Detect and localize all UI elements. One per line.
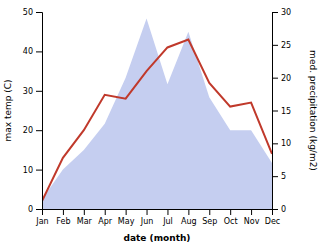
tick-label: Sep (202, 217, 217, 226)
tick-label: 30 (281, 8, 291, 17)
tick-label: Dec (265, 217, 280, 226)
tick-mark (147, 209, 148, 215)
tick: Jan (35, 209, 48, 226)
x-label: date (month) (124, 233, 191, 243)
tick: Aug (181, 209, 197, 226)
tick: Jun (140, 209, 154, 226)
tick: May (118, 209, 135, 226)
tick-label: 5 (281, 172, 286, 181)
axis-line (273, 13, 279, 210)
tick-label: Jul (162, 217, 173, 226)
tick-label: Jan (35, 217, 48, 226)
tick-label: 15 (281, 107, 291, 116)
tick-mark (36, 51, 42, 52)
tick-mark (209, 209, 210, 215)
tick-mark (126, 209, 127, 215)
tick-label: Oct (224, 217, 238, 226)
tick-mark (36, 170, 42, 171)
tick-mark (251, 209, 252, 215)
tick: 25 (272, 41, 291, 50)
y-label: max temp (C) (3, 79, 13, 141)
tick: 40 (23, 47, 42, 56)
tick: Jul (162, 209, 173, 226)
tick: 5 (272, 172, 286, 181)
tick: 10 (23, 166, 42, 175)
tick: 30 (23, 87, 42, 96)
tick-mark (230, 209, 231, 215)
tick-label: 10 (281, 139, 291, 148)
tick-mark (36, 130, 42, 131)
tick-label: Feb (56, 217, 70, 226)
tick-label: Jun (140, 217, 154, 226)
tick-mark (188, 209, 189, 215)
tick-label: Apr (98, 217, 113, 226)
tick: Nov (244, 209, 260, 226)
tick: 10 (272, 139, 291, 148)
tick-mark (36, 91, 42, 92)
tick-label: 10 (23, 166, 33, 175)
tick: 50 (23, 8, 42, 17)
tick: 0 (272, 205, 286, 214)
tick-mark (272, 12, 278, 13)
tick-mark (36, 209, 42, 210)
tick: Apr (98, 209, 113, 226)
plot: JanFebMarAprMayJunJulAugSepOctNovDec0102… (23, 8, 291, 226)
tick-mark (84, 209, 85, 215)
tick: 15 (272, 107, 291, 116)
y-axis: 0 10 20 30 40 50 (23, 8, 43, 214)
x-axis: Jan Feb Mar Apr May Jun Jul Aug Sep Oct Nov Dec (35, 209, 280, 226)
tick-label: 30 (23, 87, 33, 96)
tick-mark (272, 209, 278, 210)
tick-label: May (118, 217, 135, 226)
tick-label: 0 (281, 205, 286, 214)
tick-mark (272, 111, 278, 112)
tick-label: 25 (281, 41, 291, 50)
tick-mark (105, 209, 106, 215)
tick-mark (272, 45, 278, 46)
tick-label: 0 (28, 205, 33, 214)
y2-axis: 0 5 10 15 20 25 30 (272, 8, 291, 214)
tick-label: Mar (77, 217, 93, 226)
tick-mark (272, 78, 278, 79)
axis-line (43, 210, 273, 216)
tick-mark (272, 143, 278, 144)
tick: 0 (28, 205, 42, 214)
precip-area (42, 19, 272, 209)
tick-label: 20 (281, 74, 291, 83)
tick: Oct (224, 209, 238, 226)
tick: Mar (77, 209, 93, 226)
tick-label: 40 (23, 47, 33, 56)
tick: 20 (23, 126, 42, 135)
tick-mark (167, 209, 168, 215)
tick: 20 (272, 74, 291, 83)
tick: 30 (272, 8, 291, 17)
axis-line (36, 13, 43, 210)
tick: Sep (202, 209, 217, 226)
tick-label: Nov (244, 217, 260, 226)
tick: Feb (56, 209, 70, 226)
y2-label: med. precipitation (kg/m2) (308, 50, 318, 171)
tick-mark (63, 209, 64, 215)
tick-mark (272, 176, 278, 177)
tick-label: 20 (23, 126, 33, 135)
tick: Dec (265, 209, 280, 226)
marks (42, 19, 272, 209)
tick-label: Aug (181, 217, 197, 226)
tick-label: 50 (23, 8, 33, 17)
temp-line (42, 40, 272, 202)
tick-mark (36, 12, 42, 13)
chart: JanFebMarAprMayJunJulAugSepOctNovDec0102… (0, 0, 318, 247)
